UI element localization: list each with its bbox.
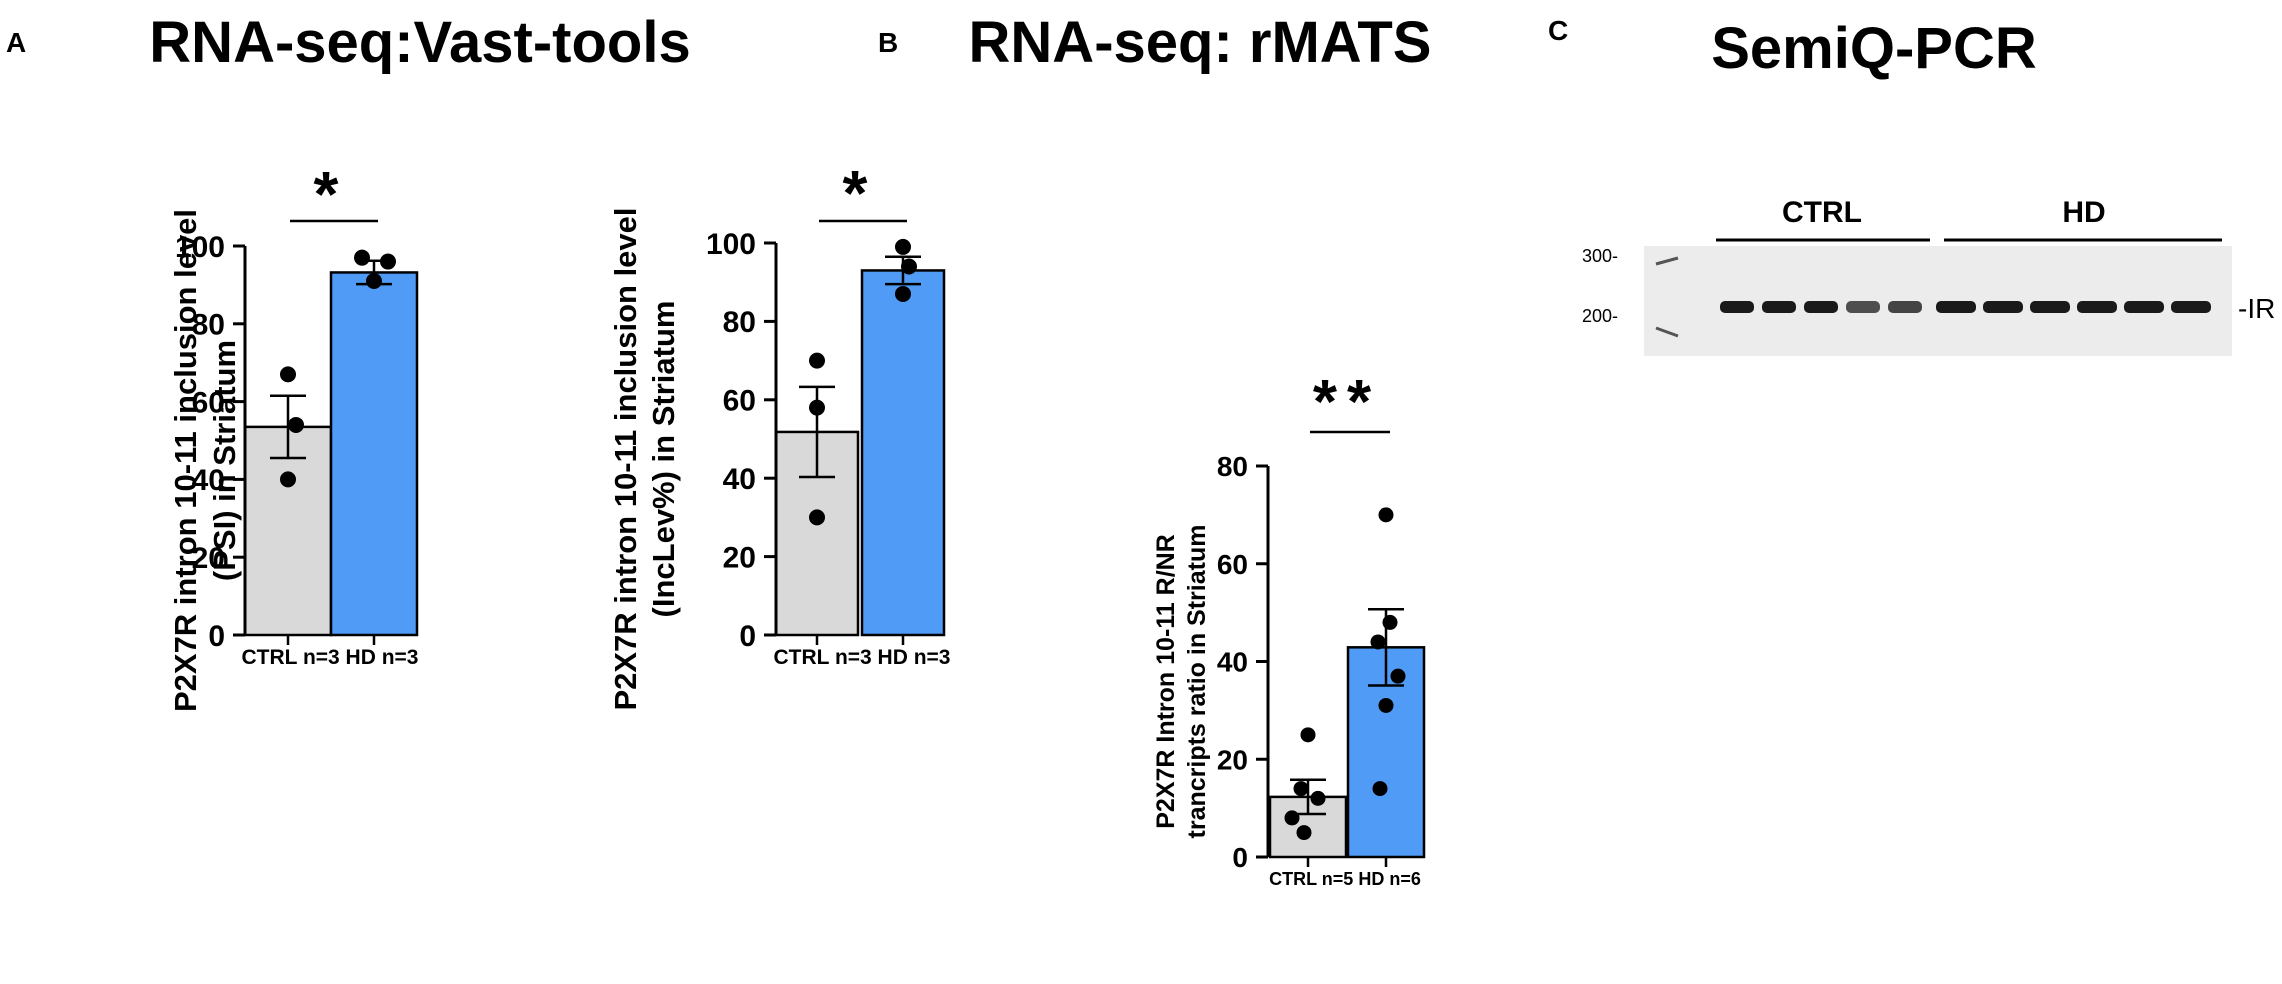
data-point-ctrl (280, 471, 296, 488)
y-tick-label: 0 (739, 620, 756, 653)
significance-marker: * (314, 158, 349, 230)
gel-band-ctrl (1762, 301, 1796, 313)
y-tick-label: 40 (192, 464, 225, 497)
data-point-ctrl (1300, 727, 1316, 743)
y-tick-label: 20 (192, 542, 225, 575)
chart-c: 0 20 40 60 80 CTRL n=5 HD n=6 P2X7R Intron 10-… (1152, 368, 1426, 889)
chart-a: 0 20 40 60 80 100 CTRL n=3 HD n=3 P2X7R intron … (168, 158, 418, 712)
gel-ladder-200 (1655, 326, 1679, 338)
bar-hd (860, 269, 946, 637)
y-axis-label: P2X7R intron 10-11 inclusion level (168, 209, 203, 712)
gel-marker-200: 200- (1582, 306, 1618, 326)
gel-band-hd (1936, 301, 1976, 313)
x-group-label: CTRL n=3 HD n=3 (774, 646, 951, 669)
y-tick-label: 80 (192, 309, 225, 342)
data-point-hd (1378, 697, 1394, 713)
x-group-label: CTRL n=3 HD n=3 (242, 646, 419, 669)
data-point-hd (895, 238, 911, 255)
y-tick-label: 40 (723, 463, 756, 496)
data-point-hd (901, 258, 917, 275)
significance-marker: * (843, 157, 878, 229)
gel-image: CTRL HD 300- 200- -IR (1582, 196, 2275, 356)
data-point-hd (1378, 507, 1394, 523)
data-point-ctrl (280, 366, 296, 383)
y-axis-label: (PSI) in Striatum (207, 340, 242, 581)
gel-band-hd (1983, 301, 2023, 313)
y-tick-label: 60 (723, 385, 756, 418)
y-tick-label: 40 (1217, 647, 1248, 678)
data-point-hd (354, 249, 370, 266)
data-point-hd (1382, 614, 1398, 630)
y-tick-label: 60 (1217, 549, 1248, 580)
data-point-ctrl (1296, 825, 1312, 841)
gel-ctrl-label: CTRL (1782, 196, 1862, 229)
data-point-hd (895, 285, 911, 302)
significance-marker: ** (1313, 368, 1381, 437)
gel-band-ctrl (1720, 301, 1754, 313)
gel-ladder-300 (1655, 256, 1679, 266)
data-point-ctrl (1310, 790, 1326, 806)
data-point-hd (380, 253, 396, 270)
y-tick-label: 0 (208, 620, 225, 653)
panel-title-a: RNA-seq:Vast-tools (149, 10, 690, 75)
y-tick-label: 20 (1217, 744, 1248, 775)
data-point-hd (1372, 781, 1388, 797)
data-point-hd (366, 273, 382, 290)
panel-title-c: SemiQ-PCR (1711, 16, 2037, 81)
gel-marker-300: 300- (1582, 246, 1618, 266)
gel-band-label: -IR (2238, 293, 2275, 324)
y-tick-label: 20 (723, 541, 756, 574)
y-axis-label: P2X7R Intron 10-11 R/NR (1152, 534, 1180, 829)
data-point-ctrl (1284, 810, 1300, 826)
panel-title-b: RNA-seq: rMATS (969, 10, 1432, 75)
panel-letter-c: C (1548, 15, 1568, 46)
chart-b: 0 20 40 60 80 100 CTRL n=3 HD n=3 P2X7R intron … (608, 157, 950, 711)
gel-band-hd (2171, 301, 2211, 313)
x-group-label: CTRL n=5 HD n=6 (1269, 869, 1421, 889)
y-axis-label: (IncLev%) in Striatum (646, 301, 681, 618)
panel-letter-a: A (6, 27, 26, 58)
y-axis-label: P2X7R intron 10-11 inclusion level (608, 207, 643, 710)
gel-band-ctrl (1846, 301, 1880, 313)
gel-band-hd (2124, 301, 2164, 313)
y-tick-label: 0 (1232, 842, 1248, 873)
y-tick-label: 80 (723, 306, 756, 339)
gel-band-ctrl (1804, 301, 1838, 313)
y-tick-label: 80 (1217, 451, 1248, 482)
data-point-ctrl (809, 352, 825, 369)
data-point-hd (1370, 634, 1386, 650)
y-tick-label: 100 (175, 231, 225, 264)
data-point-ctrl (809, 509, 825, 526)
gel-band-ctrl (1888, 301, 1922, 313)
gel-hd-label: HD (2062, 196, 2105, 229)
error-bar-ctrl (270, 394, 306, 460)
panel-letter-b: B (878, 27, 898, 58)
data-point-hd (1390, 668, 1406, 684)
y-axis-label: trancripts ratio in Striatum (1183, 525, 1211, 839)
data-point-ctrl (288, 416, 304, 433)
y-tick-label: 100 (706, 228, 756, 261)
data-point-ctrl (809, 399, 825, 416)
data-point-ctrl (1293, 781, 1309, 797)
bar-hd (329, 271, 419, 637)
y-tick-label: 60 (192, 386, 225, 419)
gel-band-hd (2077, 301, 2117, 313)
gel-band-hd (2030, 301, 2070, 313)
